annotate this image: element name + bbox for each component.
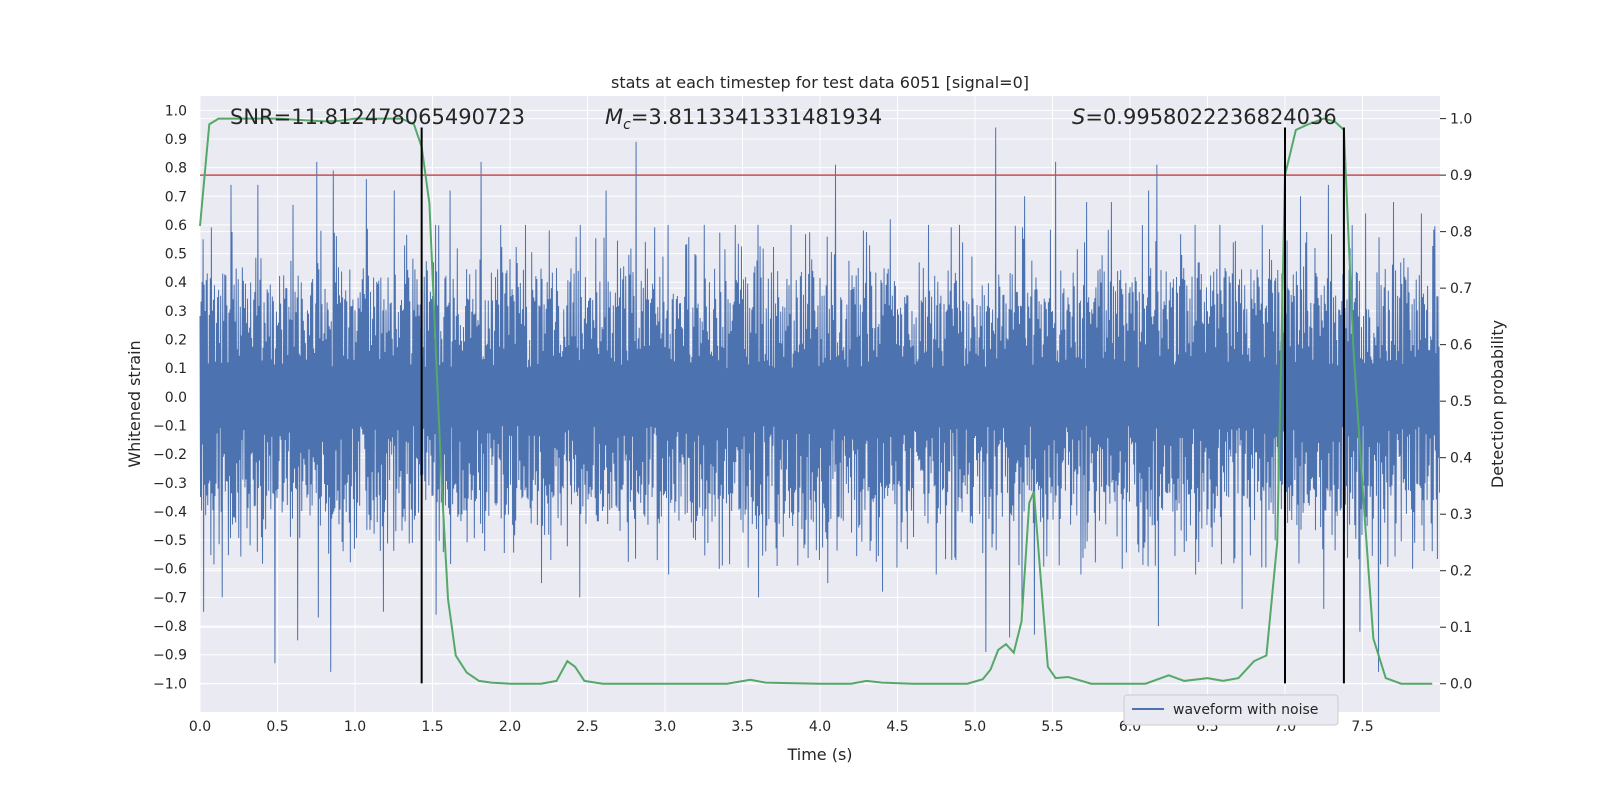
- y2-tick-label: 0.7: [1450, 281, 1472, 297]
- y2-tick-label: 0.2: [1450, 564, 1472, 580]
- legend-label: waveform with noise: [1173, 702, 1318, 718]
- y-tick-label: 0.7: [165, 189, 187, 205]
- y-tick-label: −0.1: [153, 418, 187, 434]
- snr-annotation: SNR=11.812478065490723: [230, 105, 525, 129]
- x-tick-label: 4.5: [886, 719, 908, 735]
- detection-probability-line: [199, 117, 1433, 685]
- event-markers: [420, 127, 1345, 684]
- mc-subscript: c: [623, 117, 631, 133]
- s-symbol: S: [1072, 105, 1085, 129]
- y-tick-label: 0.6: [165, 218, 187, 234]
- y-tick-label: 0.0: [165, 390, 187, 406]
- y-tick-label: −0.5: [153, 533, 187, 549]
- y2-axis-ticks: 1.0 0.9 0.8 0.7 0.6 0.5 0.4 0.3 0.2 0.1 0.0: [1440, 112, 1472, 693]
- x-tick-label: 0.0: [189, 719, 211, 735]
- y2-tick-label: 0.9: [1450, 168, 1472, 184]
- x-tick-label: 3.5: [731, 719, 753, 735]
- legend: waveform with noise: [1123, 694, 1339, 726]
- y-tick-label: 0.2: [165, 333, 187, 349]
- y-tick-label: −0.2: [153, 447, 187, 463]
- x-tick-label: 4.0: [809, 719, 831, 735]
- y-tick-label: 0.4: [165, 275, 187, 291]
- y-tick-label: −0.9: [153, 648, 187, 664]
- y2-tick-label: 1.0: [1450, 112, 1472, 128]
- y-tick-label: 0.9: [165, 132, 187, 148]
- y-tick-label: −0.3: [153, 476, 187, 492]
- y-tick-label: −0.7: [153, 590, 187, 606]
- x-tick-label: 3.0: [654, 719, 676, 735]
- x-tick-label: 0.5: [266, 719, 288, 735]
- y-tick-label: −1.0: [153, 676, 187, 692]
- x-tick-label: 7.5: [1351, 719, 1373, 735]
- y2-tick-label: 0.6: [1450, 338, 1472, 354]
- x-tick-label: 1.5: [421, 719, 443, 735]
- y2-tick-label: 0.4: [1450, 451, 1472, 467]
- y2-tick-label: 0.8: [1450, 225, 1472, 241]
- y2-tick-label: 0.5: [1450, 394, 1472, 410]
- s-value: =0.9958022236824036: [1085, 105, 1336, 129]
- y2-tick-label: 0.1: [1450, 620, 1472, 636]
- y-axis-ticks: 1.0 0.9 0.8 0.7 0.6 0.5 0.4 0.3 0.2 0.1 0.0 −0.1 −0.…: [153, 103, 187, 692]
- y2-axis-label: Detection probability: [1488, 320, 1507, 488]
- legend-box: [1123, 694, 1339, 726]
- x-tick-label: 2.0: [499, 719, 521, 735]
- score-annotation: S=0.9958022236824036: [1072, 105, 1337, 129]
- y-tick-label: −0.6: [153, 562, 187, 578]
- y-tick-label: 0.8: [165, 161, 187, 177]
- x-tick-label: 1.0: [344, 719, 366, 735]
- y-tick-label: −0.4: [153, 504, 187, 520]
- y-tick-label: 0.5: [165, 247, 187, 263]
- mc-symbol: M: [605, 105, 623, 129]
- y-tick-label: 0.1: [165, 361, 187, 377]
- chirp-mass-annotation: Mc=3.8113341331481934: [605, 105, 882, 133]
- y2-tick-label: 0.3: [1450, 507, 1472, 523]
- x-axis-ticks: 0.0 0.5 1.0 1.5 2.0 2.5 3.0 3.5 4.0 4.5 5.0 5.5 6.0 6…: [189, 719, 1374, 735]
- y-axis-label: Whitened strain: [125, 340, 144, 467]
- mc-value: =3.8113341331481934: [631, 105, 882, 129]
- x-tick-label: 2.5: [576, 719, 598, 735]
- x-tick-label: 5.0: [964, 719, 986, 735]
- y-tick-label: 1.0: [165, 103, 187, 119]
- y2-tick-label: 0.0: [1450, 677, 1472, 693]
- x-tick-label: 5.5: [1041, 719, 1063, 735]
- waveform-series: [199, 127, 1440, 672]
- y-tick-label: 0.3: [165, 304, 187, 320]
- y-tick-label: −0.8: [153, 619, 187, 635]
- chart-title: stats at each timestep for test data 605…: [611, 73, 1029, 92]
- x-axis-label: Time (s): [786, 745, 852, 764]
